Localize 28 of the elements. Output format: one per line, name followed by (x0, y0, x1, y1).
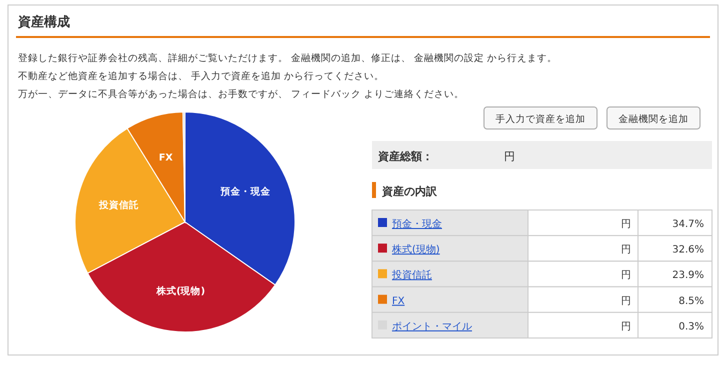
slice-label: 預金・現金 (219, 185, 272, 198)
text: 円 (621, 244, 631, 256)
text: 万が一、データに不具合等があった場合は、お手数ですが、 フィードバック よりご連絡ください。 (18, 88, 464, 100)
text: 円 (621, 270, 631, 282)
data-label: 23.9% (672, 270, 704, 282)
data-label: 32.6% (672, 244, 704, 256)
legend-label: 投資信託 (391, 269, 432, 282)
text: 金融機関を追加 (618, 113, 688, 125)
slice-label: 投資信託 (98, 199, 140, 212)
text: 円 (621, 321, 631, 332)
text: 資産の内訳 (381, 185, 438, 198)
text: 円 (504, 150, 515, 163)
text: 不動産など他資産を追加する場合は、 手入力で資産を追加 から行ってください。 (18, 70, 384, 82)
legend-label: 株式(現物) (391, 244, 440, 256)
text: 資産総額： (377, 150, 433, 163)
data-label: 34.7% (672, 219, 704, 230)
data-label: 0.3% (678, 321, 704, 332)
chart-title: 資産構成 (17, 14, 70, 30)
text: 円 (621, 296, 631, 307)
legend-label: FX (392, 296, 405, 307)
legend-label: ポイント・マイル (392, 321, 472, 332)
slice-label: FX (158, 152, 174, 164)
data-label: 8.5% (678, 296, 704, 307)
legend-label: 預金・現金 (392, 218, 442, 230)
text: 手入力で資産を追加 (496, 113, 586, 125)
text: 円 (621, 219, 631, 230)
text: 登録した銀行や証券会社の残高、詳細がご覧いただけます。 金融機関の追加、修正は、 金融機関の設定 から行えます。 (18, 52, 558, 64)
slice-label: 株式(現物) (155, 285, 206, 298)
